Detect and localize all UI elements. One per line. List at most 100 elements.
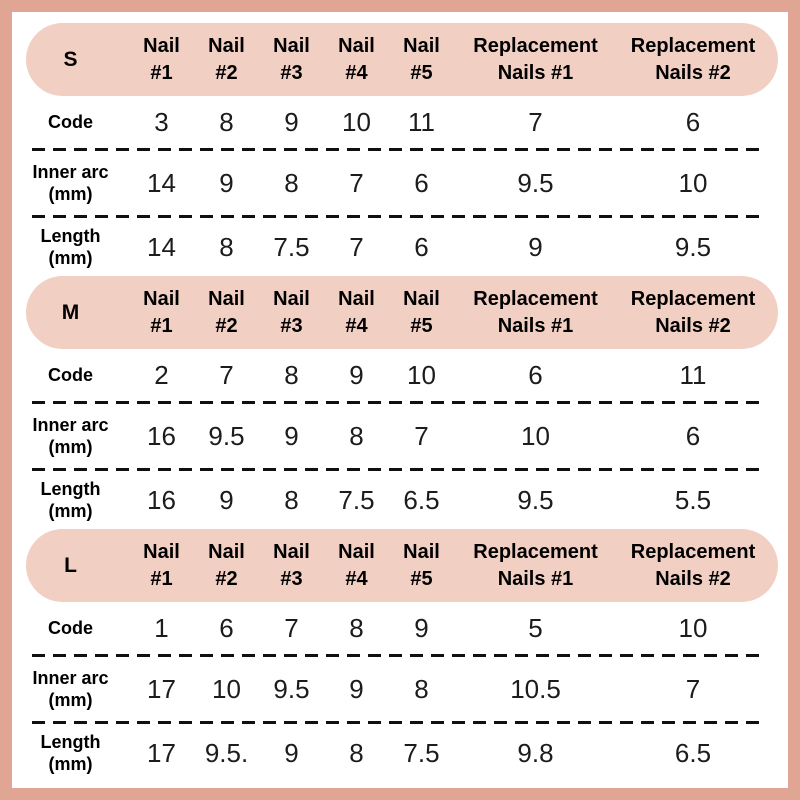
value-cell: 9 [284,106,299,137]
column-header-replacement-2: Replacement Nails #2 [630,287,756,337]
value-cell: 9 [528,231,543,262]
value-cell: 9 [219,484,234,515]
size-label-l: L [64,553,77,577]
value-cell: 9 [414,612,429,643]
value-cell: 11 [408,106,435,137]
value-cell: 6 [685,106,701,137]
row-label-length: Length (mm) [40,731,101,775]
value-cell: 7.5 [273,231,310,262]
column-header-nail-2: Nail #2 [208,287,245,337]
value-cell: 9 [349,673,364,704]
column-header-nail-1: Nail #1 [143,540,180,590]
value-cell: 6 [414,231,429,262]
row-label-code: Code [48,111,93,132]
size-label-s: S [63,47,78,71]
value-cell: 6 [528,359,543,390]
value-cell: 7 [349,231,364,262]
inner-arc-row: Inner arc (mm) 14 9 8 7 6 9.5 10 [12,151,769,215]
column-header-replacement-1: Replacement Nails #1 [473,540,598,590]
value-cell: 9.5 [273,673,310,704]
dashed-divider [32,215,762,218]
row-label-inner-arc: Inner arc (mm) [32,161,109,205]
value-cell: 8 [219,106,234,137]
column-header-nail-3: Nail #3 [273,540,310,590]
value-cell: 16 [147,420,176,451]
value-cell: 6.5 [674,737,712,768]
value-cell: 8 [414,673,429,704]
value-cell: 2 [154,359,169,390]
dashed-divider [32,654,762,657]
size-label-m: M [61,300,80,324]
value-cell: 8 [349,737,364,768]
value-cell: 8 [284,484,299,515]
value-cell: 10 [212,673,241,704]
row-label-inner-arc: Inner arc (mm) [32,414,109,458]
value-cell: 9 [284,737,299,768]
column-header-nail-2: Nail #2 [208,34,245,84]
value-cell: 7 [528,106,543,137]
size-section-l: L Nail #1 Nail #2 Nail #3 Nail #4 Nail #… [12,529,788,782]
value-cell: 7 [219,359,234,390]
value-cell: 9 [349,359,364,390]
column-header-nail-1: Nail #1 [143,34,180,84]
column-header-nail-3: Nail #3 [273,34,310,84]
header-row-s: S Nail #1 Nail #2 Nail #3 Nail #4 Nail #… [12,23,788,96]
value-cell: 1 [154,612,169,643]
value-cell: 10 [521,420,550,451]
column-header-nail-5: Nail #5 [403,287,440,337]
row-label-length: Length (mm) [40,478,101,522]
value-cell: 17 [147,737,176,768]
value-cell: 7.5 [338,484,375,515]
header-pill-background [26,529,778,602]
dashed-divider [32,721,762,724]
value-cell: 16 [147,484,176,515]
value-cell: 10 [407,359,436,390]
value-cell: 10 [678,612,708,643]
length-row: Length (mm) 14 8 7.5 7 6 9 9.5 [12,218,769,276]
value-cell: 6 [219,612,234,643]
code-row: Code 3 8 9 10 11 7 6 [12,96,769,148]
column-header-replacement-2: Replacement Nails #2 [630,34,756,84]
column-header-nail-5: Nail #5 [403,540,440,590]
value-cell: 9.8 [517,737,554,768]
header-pill-background [26,276,778,349]
value-cell: 7.5 [403,737,440,768]
header-row-l: L Nail #1 Nail #2 Nail #3 Nail #4 Nail #… [12,529,788,602]
value-cell: 8 [349,420,364,451]
value-cell: 8 [284,359,299,390]
dashed-divider [32,401,762,404]
value-cell: 9.5 [517,484,554,515]
column-header-nail-2: Nail #2 [208,540,245,590]
code-row: Code 1 6 7 8 9 5 10 [12,602,769,654]
length-row: Length (mm) 16 9 8 7.5 6.5 9.5 5.5 [12,471,769,529]
column-header-replacement-1: Replacement Nails #1 [473,34,598,84]
size-chart-panel: S Nail #1 Nail #2 Nail #3 Nail #4 Nail #… [12,12,788,788]
column-header-replacement-2: Replacement Nails #2 [630,540,756,590]
value-cell: 3 [154,106,169,137]
column-header-replacement-1: Replacement Nails #1 [473,287,598,337]
value-cell: 6 [414,167,429,198]
value-cell: 14 [147,167,176,198]
value-cell: 8 [219,231,234,262]
value-cell: 5 [528,612,543,643]
column-header-nail-1: Nail #1 [143,287,180,337]
size-section-m: M Nail #1 Nail #2 Nail #3 Nail #4 Nail #… [12,276,788,529]
column-header-nail-3: Nail #3 [273,287,310,337]
value-cell: 9.5 [208,420,245,451]
value-cell: 10 [678,167,708,198]
value-cell: 8 [284,167,299,198]
value-cell: 14 [147,231,176,262]
row-label-code: Code [48,364,93,385]
column-header-nail-4: Nail #4 [338,540,375,590]
value-cell: 10.5 [510,673,561,704]
row-label-inner-arc: Inner arc (mm) [32,667,109,711]
value-cell: 9.5 [517,167,554,198]
header-pill-background [26,23,778,96]
row-label-length: Length (mm) [40,225,101,269]
dashed-divider [32,468,762,471]
value-cell: 17 [147,673,176,704]
value-cell: 5.5 [674,484,712,515]
value-cell: 8 [349,612,364,643]
value-cell: 9.5 [674,231,712,262]
value-cell: 9.5. [204,737,249,768]
